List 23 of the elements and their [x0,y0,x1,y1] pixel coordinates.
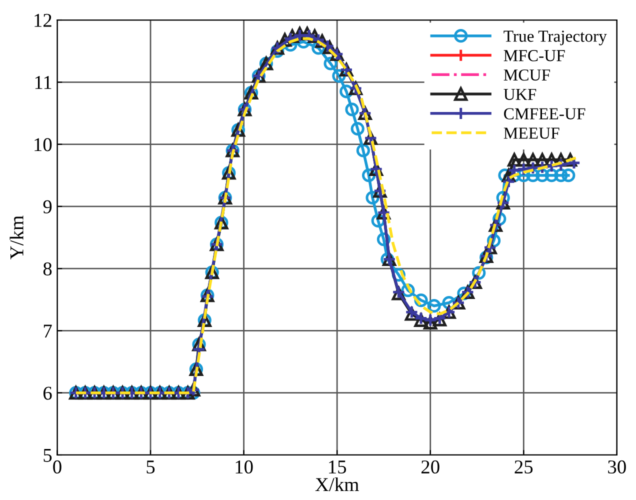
x-tick-label: 5 [146,460,155,474]
x-tick-label: 15 [329,460,346,474]
y-tick-label: 11 [35,76,52,89]
x-tick-label: 25 [514,460,533,474]
x-tick-label: 10 [236,460,253,474]
y-tick-label: 12 [34,14,52,27]
x-tick-label: 0 [53,460,62,474]
legend-label: CMFEE-UF [504,108,586,120]
legend-label: MCUF [504,69,550,81]
y-tick-label: 5 [44,449,52,462]
y-tick-label: 6 [43,386,52,400]
y-axis-title: Y/km [10,216,24,260]
y-tick-label: 7 [44,324,52,338]
y-tick-label: 9 [43,200,52,214]
legend-label: True Trajectory [504,30,607,46]
legend-label: UKF [504,88,536,100]
y-tick-label: 10 [34,138,52,152]
y-tick-label: 8 [43,262,52,276]
legend-label: MEEUF [504,128,560,139]
x-tick-label: 30 [608,460,626,474]
x-tick-label: 20 [421,460,440,474]
legend-label: MFC-UF [504,50,565,62]
x-axis-title: X/km [315,477,359,492]
